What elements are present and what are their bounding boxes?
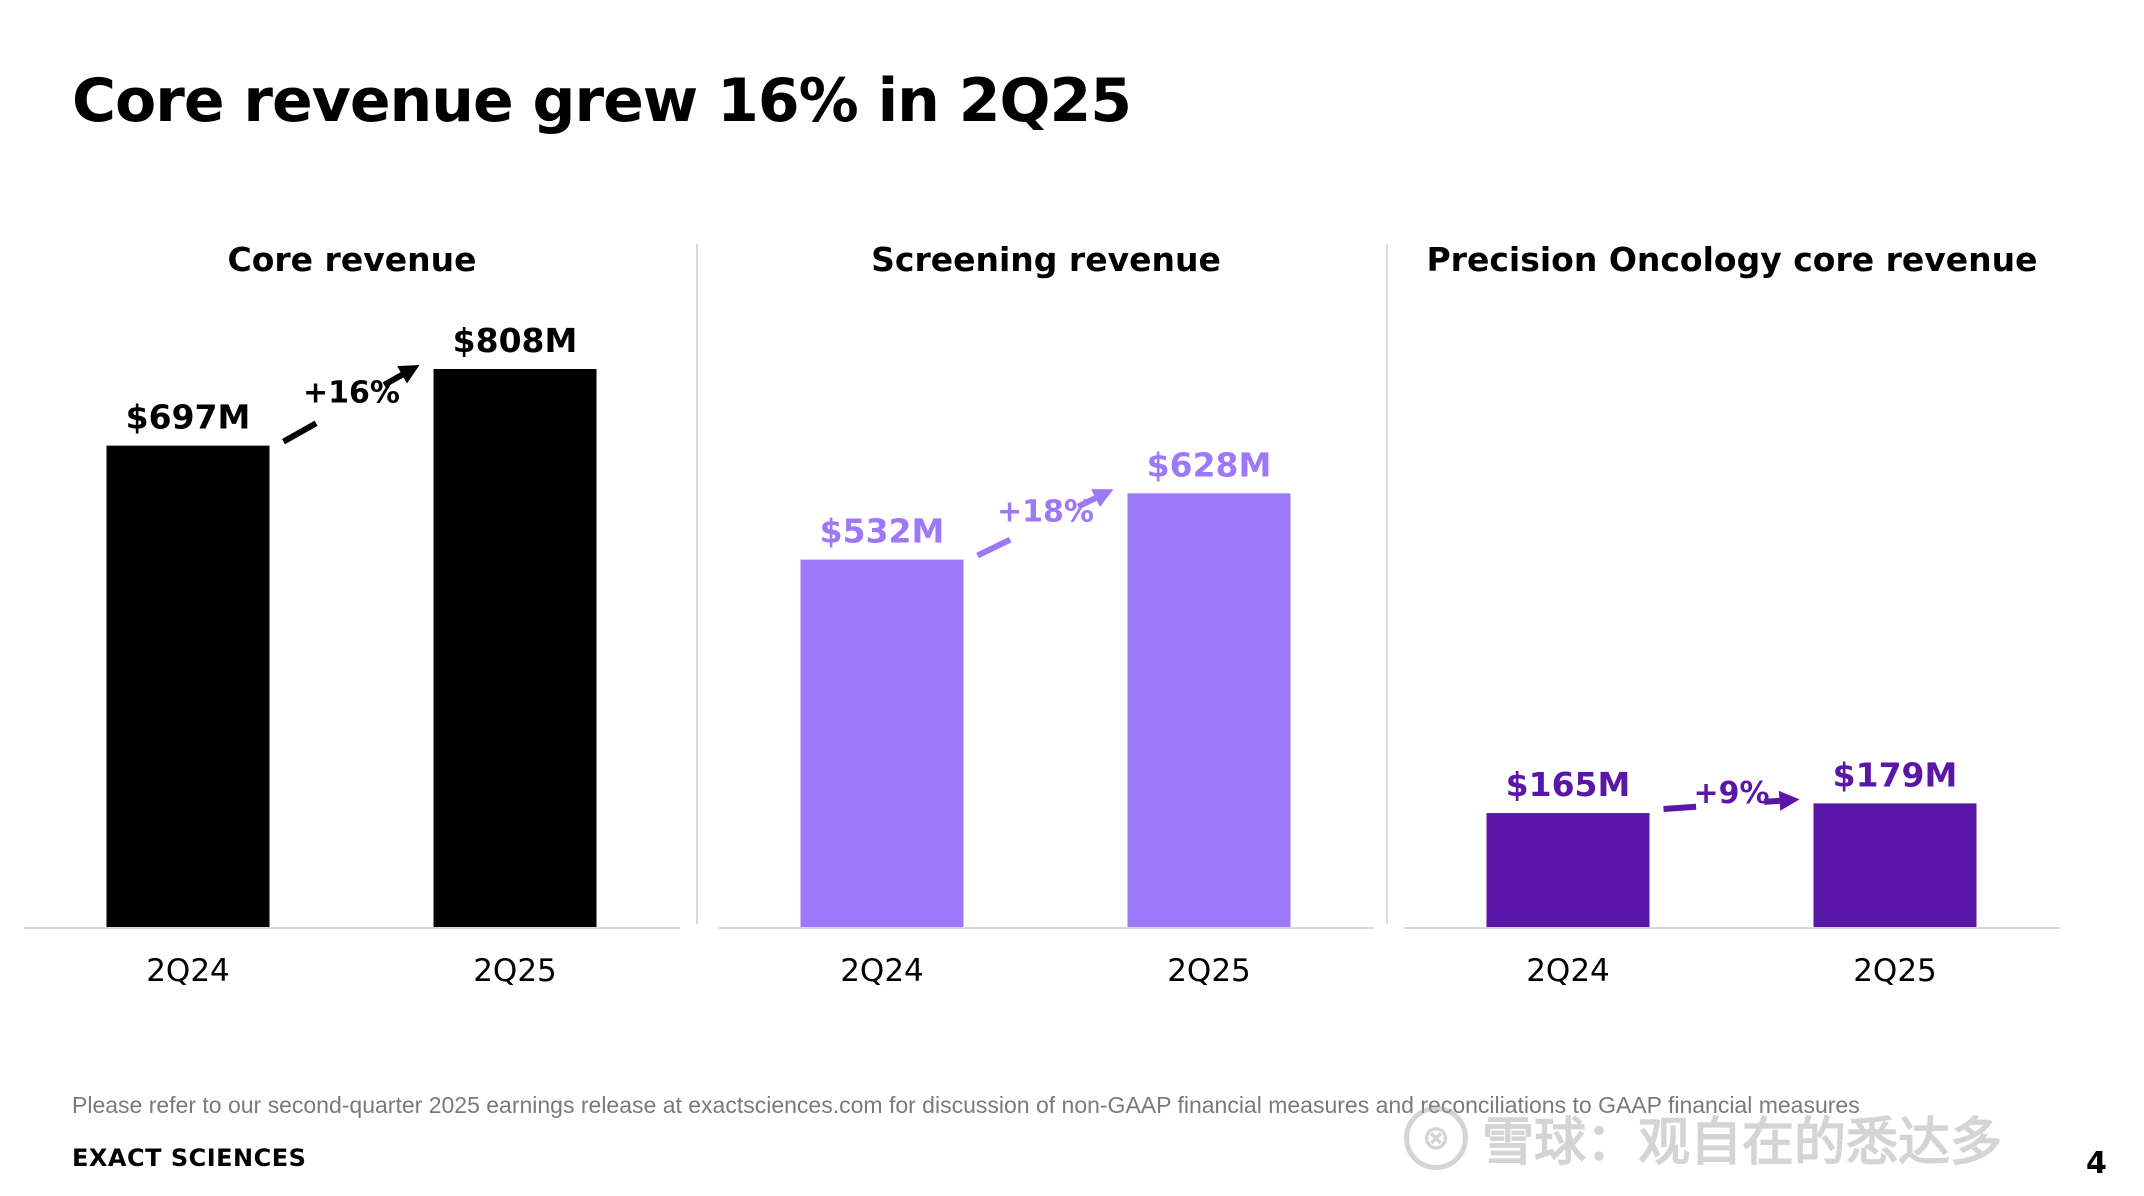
chart-title: Core revenue [227,240,477,279]
growth-label: +16% [303,375,400,410]
panel-divider-1 [696,244,698,924]
data-label: $808M [453,321,578,360]
data-label: $628M [1147,445,1272,484]
growth-arrow-tail [282,420,318,445]
bar-2q25 [1127,493,1291,927]
screening-revenue-chart: $532M 2Q24 $628M 2Q25 +18% [718,445,1374,989]
growth-arrow-tail [1663,803,1697,813]
bar-2q24 [106,445,270,927]
growth-arrow-head-icon [1778,790,1800,811]
chart-panel-precision-oncology: Precision Oncology core revenue $165M 2Q2… [1404,240,2060,1010]
bar-2q24 [1486,813,1650,927]
x-tick-label: 2Q24 [840,953,924,989]
bar-2q25 [433,369,597,927]
watermark: ⊗ 雪球：观自在的悉达多 [1404,1100,2002,1175]
data-label: $179M [1833,755,1958,794]
x-tick-label: 2Q24 [1526,953,1610,989]
growth-label: +9% [1693,776,1769,811]
x-tick-label: 2Q25 [1853,953,1937,989]
x-tick-label: 2Q24 [146,953,230,989]
watermark-text: 雪球：观自在的悉达多 [1482,1113,2003,1173]
page-title: Core revenue grew 16% in 2Q25 [72,66,1132,136]
precision-oncology-revenue-chart: $165M 2Q24 $179M 2Q25 +9% [1404,755,2060,989]
snowball-logo-icon: ⊗ [1404,1105,1468,1170]
brand-logo-text: EXACT SCIENCES [72,1144,307,1172]
x-tick-label: 2Q25 [1167,953,1251,989]
data-label: $165M [1506,765,1631,804]
core-revenue-chart: $697M 2Q24 $808M 2Q25 +16% [24,321,680,989]
growth-arrow-tail [976,536,1012,559]
data-label: $697M [126,398,251,437]
page-number: 4 [2086,1146,2107,1181]
data-label: $532M [820,512,945,551]
growth-arrow-head-icon [397,365,420,384]
footnote: Please refer to our second-quarter 2025 … [72,1092,1860,1118]
bar-2q24 [800,559,964,927]
growth-arrow-head-icon [1091,489,1114,508]
chart-panel-core: Core revenue $697M 2Q24 $808M 2Q25 +16% [24,240,680,1010]
chart-panel-screening: Screening revenue $532M 2Q24 $628M 2Q25 +18% [718,240,1374,1010]
panel-divider-2 [1386,244,1388,924]
x-tick-label: 2Q25 [473,953,557,989]
growth-label: +18% [997,494,1094,529]
chart-title: Screening revenue [871,240,1221,279]
chart-title: Precision Oncology core revenue [1426,240,2038,279]
bar-2q25 [1813,803,1977,927]
